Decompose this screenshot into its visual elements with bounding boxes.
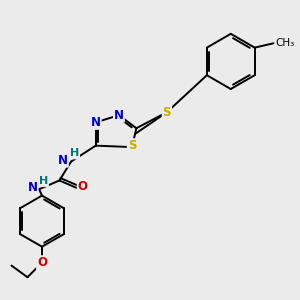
Text: O: O bbox=[37, 256, 47, 269]
Text: N: N bbox=[28, 181, 38, 194]
Text: H: H bbox=[39, 176, 48, 186]
Text: N: N bbox=[91, 116, 101, 129]
Text: CH₃: CH₃ bbox=[275, 38, 294, 48]
Text: S: S bbox=[128, 139, 136, 152]
Text: S: S bbox=[163, 106, 171, 119]
Text: O: O bbox=[78, 180, 88, 193]
Text: N: N bbox=[58, 154, 68, 167]
Text: N: N bbox=[114, 109, 124, 122]
Text: H: H bbox=[70, 148, 79, 158]
